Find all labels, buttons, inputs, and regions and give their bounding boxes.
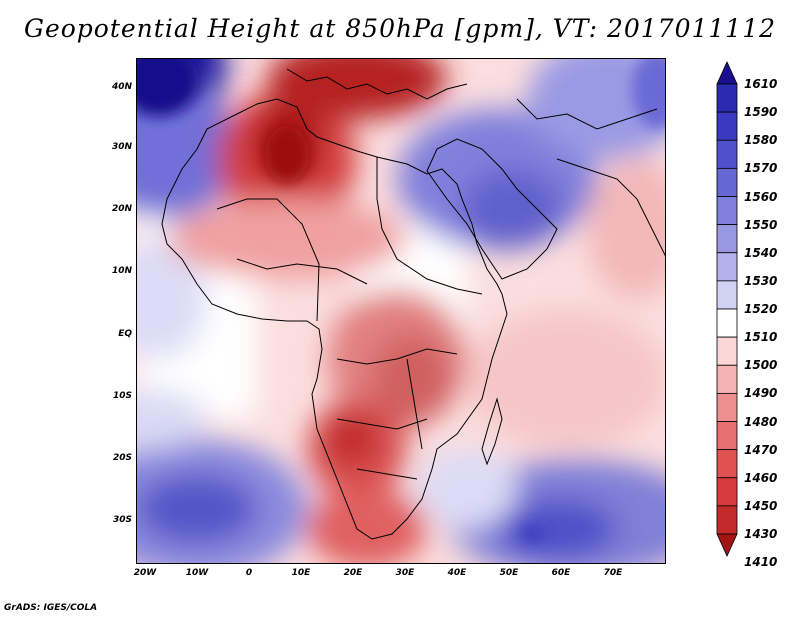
lon-label-50e: 50E bbox=[499, 568, 519, 578]
colorbar-label: 1470 bbox=[744, 442, 778, 457]
colorbar-label: 1530 bbox=[744, 273, 778, 288]
lon-label-10w: 10W bbox=[185, 568, 209, 578]
lat-label-20s: 20S bbox=[112, 453, 132, 463]
colorbar-label: 1450 bbox=[744, 498, 778, 513]
colorbar-label: 1500 bbox=[744, 358, 778, 373]
colorbar-bottom-triangle bbox=[716, 533, 738, 557]
colorbar-label: 1610 bbox=[744, 77, 778, 91]
credit-text: GrADS: IGES/COLA bbox=[4, 603, 98, 613]
lon-label-40e: 40E bbox=[447, 568, 467, 578]
colorbar-swatch bbox=[716, 392, 738, 422]
colorbar-swatch bbox=[716, 167, 738, 197]
colorbar-label: 1560 bbox=[744, 189, 778, 204]
colorbar-label: 1410 bbox=[744, 555, 778, 570]
colorbar-swatch bbox=[716, 505, 738, 535]
lon-label-10e: 10E bbox=[291, 568, 311, 578]
height-field-map bbox=[137, 59, 665, 563]
colorbar-label: 1510 bbox=[744, 330, 778, 345]
map-plot-area bbox=[136, 58, 666, 564]
lon-label-70e: 70E bbox=[603, 568, 623, 578]
colorbar-label: 1550 bbox=[744, 217, 778, 232]
lat-label-10s: 10S bbox=[112, 391, 132, 401]
colorbar-label: 1430 bbox=[744, 527, 778, 541]
colorbar-swatch bbox=[716, 477, 738, 507]
lon-label-30e: 30E bbox=[395, 568, 415, 578]
colorbar-swatch bbox=[716, 336, 738, 366]
colorbar-label: 1520 bbox=[744, 302, 778, 316]
colorbar-swatch bbox=[716, 196, 738, 226]
lon-label-60e: 60E bbox=[551, 568, 571, 578]
lat-label-eq: EQ bbox=[118, 329, 132, 339]
coastlines bbox=[161, 68, 665, 540]
colorbar-swatch bbox=[716, 280, 738, 310]
field-details bbox=[137, 59, 665, 542]
colorbar-label: 1460 bbox=[744, 470, 778, 485]
colorbar-swatch bbox=[716, 111, 738, 141]
lat-label-20n: 20N bbox=[111, 204, 132, 214]
lon-label-20w: 20W bbox=[133, 568, 157, 578]
colorbar-swatch bbox=[716, 308, 738, 338]
colorbar-swatch bbox=[716, 252, 738, 282]
colorbar-label: 1570 bbox=[744, 161, 778, 176]
colorbar-label: 1540 bbox=[744, 245, 778, 260]
colorbar-swatch bbox=[716, 421, 738, 451]
colorbar-swatch bbox=[716, 449, 738, 479]
colorbar-swatch bbox=[716, 364, 738, 394]
colorbar-swatch bbox=[716, 83, 738, 113]
colorbar-label: 1490 bbox=[744, 386, 778, 401]
lat-label-30n: 30N bbox=[111, 142, 132, 152]
colorbar-label: 1480 bbox=[744, 414, 778, 429]
colorbar-swatch bbox=[716, 139, 738, 169]
lon-label-0: 0 bbox=[245, 568, 253, 578]
lat-label-40n: 40N bbox=[111, 82, 132, 92]
map-title: Geopotential Height at 850hPa [gpm], VT:… bbox=[23, 14, 777, 43]
lat-label-30s: 30S bbox=[112, 515, 132, 525]
colorbar-label: 1580 bbox=[744, 133, 778, 148]
colorbar-label: 1590 bbox=[744, 105, 778, 120]
colorbar-top-triangle bbox=[716, 61, 738, 85]
lat-label-10n: 10N bbox=[111, 266, 132, 276]
colorbar bbox=[716, 61, 738, 557]
colorbar-swatch bbox=[716, 224, 738, 254]
lon-label-20e: 20E bbox=[343, 568, 363, 578]
